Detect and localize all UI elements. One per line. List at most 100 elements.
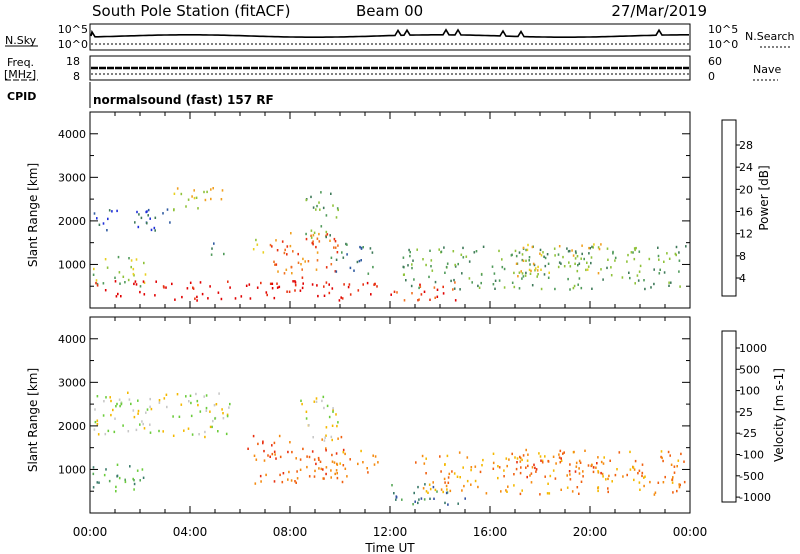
power-cell [666, 252, 668, 255]
velocity-cell [247, 447, 249, 450]
x-tick-label: 12:00 [373, 525, 408, 539]
velocity-cell [559, 449, 562, 453]
velocity-cell [534, 466, 536, 470]
velocity-cell [325, 426, 328, 429]
power-cell [560, 262, 562, 265]
power-cell [349, 293, 352, 296]
velocity-cell [92, 466, 95, 469]
power-cell [482, 245, 485, 248]
power-cell [454, 265, 457, 268]
velocity-cell [130, 402, 132, 406]
velocity-cell [344, 452, 346, 456]
power-cell [632, 251, 634, 254]
velocity-cell [313, 458, 316, 461]
velocity-cell [444, 501, 446, 505]
velocity-cell [226, 413, 229, 416]
velocity-cell [587, 464, 590, 467]
velocity-cell [349, 458, 351, 461]
velocity-cell [342, 451, 345, 454]
power-cell [531, 284, 534, 287]
velocity-cell [197, 403, 199, 407]
power-cell [407, 264, 409, 267]
velocity-cell [638, 481, 641, 484]
velocity-cell [446, 454, 449, 458]
velocity-cell [544, 455, 546, 458]
velocity-cell [332, 408, 334, 412]
power-colorbar-tick-label: 20 [739, 183, 753, 196]
power-cell [418, 298, 420, 301]
power-cell [310, 195, 312, 199]
power-cell [266, 293, 268, 297]
power-cell [333, 237, 336, 241]
velocity-cell [401, 498, 403, 501]
velocity-cell [592, 466, 595, 469]
velocity-cell [166, 405, 168, 409]
power-ylabel: Slant Range [km] [26, 163, 40, 267]
velocity-cell [313, 475, 316, 478]
power-cell [522, 246, 525, 250]
velocity-cell [165, 393, 168, 396]
power-cell [154, 294, 156, 297]
power-colorbar-tick-label: 16 [739, 206, 753, 219]
velocity-cell [127, 391, 129, 394]
power-cell [629, 276, 631, 280]
velocity-cell [664, 475, 666, 479]
power-cell [322, 206, 325, 210]
velocity-cell [103, 400, 105, 403]
velocity-cell [470, 466, 473, 469]
velocity-cell [205, 409, 208, 412]
velocity-cell [418, 498, 420, 501]
power-cell [532, 262, 535, 266]
power-cell [174, 298, 176, 301]
velocity-cell [336, 476, 339, 480]
velocity-cell [434, 488, 437, 492]
power-cell [409, 254, 411, 258]
velocity-cell [279, 473, 281, 477]
velocity-cell [222, 417, 225, 420]
velocity-cell [133, 415, 136, 419]
velocity-cell [444, 481, 446, 484]
power-cell [117, 255, 120, 259]
velocity-cell [344, 467, 347, 470]
velocity-cell [108, 479, 111, 483]
power-cell [104, 289, 107, 292]
velocity-cell [592, 470, 595, 474]
power-cell [657, 254, 660, 258]
power-colorbar-frame [721, 119, 737, 297]
power-cell [146, 210, 148, 213]
velocity-cell [325, 466, 328, 469]
velocity-cell [199, 410, 202, 413]
velocity-cell [128, 398, 131, 401]
power-cell [527, 243, 529, 247]
velocity-cell [330, 435, 333, 439]
power-cell [403, 299, 406, 302]
power-cell [111, 210, 113, 213]
power-cell [137, 225, 140, 229]
velocity-cell [341, 480, 344, 484]
velocity-cell [330, 469, 332, 472]
velocity-cell [391, 484, 393, 487]
velocity-colorbar-frame [721, 330, 737, 503]
velocity-cell [172, 434, 175, 437]
velocity-cell [643, 476, 645, 479]
power-cell [315, 245, 317, 249]
velocity-cell [187, 427, 190, 430]
velocity-cell [273, 450, 276, 453]
power-cell [358, 259, 361, 263]
velocity-cell [92, 472, 95, 476]
power-cell [345, 242, 347, 246]
power-cell [517, 275, 519, 278]
power-cell [438, 248, 440, 251]
power-cell [149, 217, 151, 220]
velocity-cell [573, 450, 575, 454]
power-cell [568, 261, 570, 264]
velocity-cell [308, 455, 311, 459]
power-cell [135, 283, 138, 286]
power-cell [333, 246, 335, 249]
velocity-cell [104, 432, 107, 436]
velocity-panel-frame [89, 316, 691, 514]
nsearch-tick-bottom: 10^0 [708, 38, 738, 51]
power-cell [143, 281, 146, 284]
power-cell [274, 263, 276, 266]
power-cell [335, 258, 338, 261]
